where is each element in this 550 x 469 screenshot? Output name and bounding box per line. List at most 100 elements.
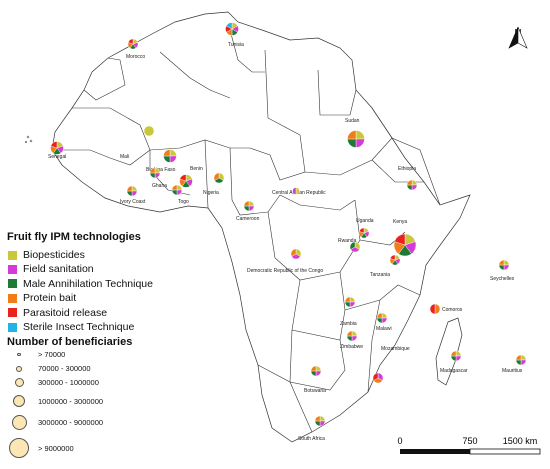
label-madagascar: Madagascar xyxy=(440,368,468,374)
pie-ivory-coast xyxy=(126,185,138,197)
pie-zambia xyxy=(344,296,356,308)
size-legend-label: > 70000 xyxy=(37,350,66,360)
pie-malawi xyxy=(376,312,388,324)
size-legend-label: 300000 - 1000000 xyxy=(38,377,99,387)
pie-south-africa xyxy=(314,415,326,427)
pie-cameroon xyxy=(243,200,255,212)
label-seychelles: Seychelles xyxy=(490,276,515,282)
pie-slice xyxy=(213,172,220,181)
pie-slice xyxy=(429,303,436,315)
label-ethiopia: Ethiopia xyxy=(398,166,416,172)
legend-swatch xyxy=(8,279,17,289)
pie-slice xyxy=(344,296,351,303)
pie-morocco xyxy=(127,38,139,50)
legend-swatch xyxy=(8,293,17,303)
size-legend-circle xyxy=(11,414,27,430)
pie-slice xyxy=(347,130,357,140)
pie-botswana xyxy=(310,365,322,377)
pie-slice xyxy=(498,259,505,266)
pie-slice xyxy=(450,350,457,357)
legend-label: Biopesticides xyxy=(23,249,85,261)
legend-title: Fruit fly IPM technologies xyxy=(7,231,141,243)
pie-ethiopia xyxy=(406,179,418,191)
size-legend-item: 70000 - 300000 xyxy=(16,364,91,373)
pie-slice xyxy=(520,359,527,366)
pie-slice xyxy=(358,227,365,234)
pie-slice xyxy=(376,312,383,319)
pie-mozambique xyxy=(372,372,384,384)
pie-slice xyxy=(243,200,250,207)
pie-slice xyxy=(498,264,505,271)
label-senegal: Senegal xyxy=(48,154,66,160)
pie-ghana xyxy=(149,167,161,179)
scale-bar: 0 750 1500 km xyxy=(397,436,541,455)
label-ghana: Ghana xyxy=(152,183,167,189)
pie-slice xyxy=(127,38,134,45)
pie-rwanda xyxy=(349,241,361,253)
legend-item: Parasitoid release xyxy=(8,307,107,319)
pie-tanzania xyxy=(389,254,401,266)
pie-tunisia xyxy=(225,22,239,36)
pie-slice xyxy=(50,141,58,149)
legend-item: Protein bait xyxy=(8,292,76,304)
pie-togo xyxy=(171,184,183,196)
legend-item: Male Annihilation Technique xyxy=(8,278,153,290)
pie-madagascar xyxy=(450,350,462,362)
legend-label: Male Annihilation Technique xyxy=(23,277,153,290)
pie-slice xyxy=(520,354,527,361)
label-mali: Mali xyxy=(120,154,129,160)
size-legend-circle xyxy=(16,365,22,372)
pie-kenya xyxy=(393,233,417,257)
pie-mali xyxy=(143,125,155,137)
label-morocco: Morocco xyxy=(126,54,145,60)
label-zimbabwe: Zimbabwe xyxy=(340,344,363,350)
pie-slice xyxy=(295,187,300,195)
north-arrow-icon: N xyxy=(508,26,528,49)
pie-slice xyxy=(455,350,462,357)
pie-slice xyxy=(349,241,356,250)
legend-item: Sterile Insect Technique xyxy=(8,321,134,333)
size-legend-circle xyxy=(9,438,29,458)
legend-label: Protein bait xyxy=(23,292,77,305)
size-legend-label: 70000 - 300000 xyxy=(38,364,91,373)
size-legend-label: 3000000 - 9000000 xyxy=(38,417,104,427)
label-togo: Togo xyxy=(178,199,189,205)
size-legend-item: 3000000 - 9000000 xyxy=(11,414,104,430)
pie-slice xyxy=(126,185,133,192)
size-legend-label: > 9000000 xyxy=(38,443,74,453)
scale-label-750: 750 xyxy=(462,436,477,446)
pie-slice xyxy=(314,415,321,422)
size-legend-title: Number of beneficiaries xyxy=(7,336,133,348)
label-malawi: Malawi xyxy=(376,326,392,332)
pie-sudan xyxy=(347,130,365,148)
pie-slice xyxy=(515,354,522,361)
pie-slice xyxy=(143,125,155,137)
pie-slice xyxy=(434,303,441,315)
pie-slice xyxy=(503,259,510,266)
pie-comoros xyxy=(429,303,441,315)
pie-slice xyxy=(292,187,297,195)
scale-label-1500: 1500 km xyxy=(503,436,538,446)
pie-slice xyxy=(503,264,510,271)
label-kenya: Kenya xyxy=(393,219,407,225)
legend-swatch xyxy=(8,264,17,274)
madagascar-island xyxy=(435,317,463,386)
pie-slice xyxy=(346,330,353,337)
size-legend-item: > 70000 xyxy=(17,350,65,359)
size-legend-item: > 9000000 xyxy=(9,438,74,458)
pie-slice xyxy=(515,359,522,366)
pie-slice xyxy=(226,22,233,30)
label-mauritius: Mauritius xyxy=(502,368,523,374)
pie-burkina-faso xyxy=(163,149,177,163)
size-legend-label: 1000000 - 3000000 xyxy=(38,396,104,406)
legend-item: Biopesticides xyxy=(8,249,85,261)
label-nigeria: Nigeria xyxy=(203,190,219,196)
pie-slice xyxy=(179,174,187,182)
label-mozambique: Mozambique xyxy=(381,346,410,352)
pie-slice xyxy=(406,179,413,186)
legend-swatch xyxy=(8,322,17,332)
label-burkina: Burkina Faso xyxy=(146,167,176,173)
legend-swatch xyxy=(8,250,17,260)
pie-slice xyxy=(372,372,379,381)
